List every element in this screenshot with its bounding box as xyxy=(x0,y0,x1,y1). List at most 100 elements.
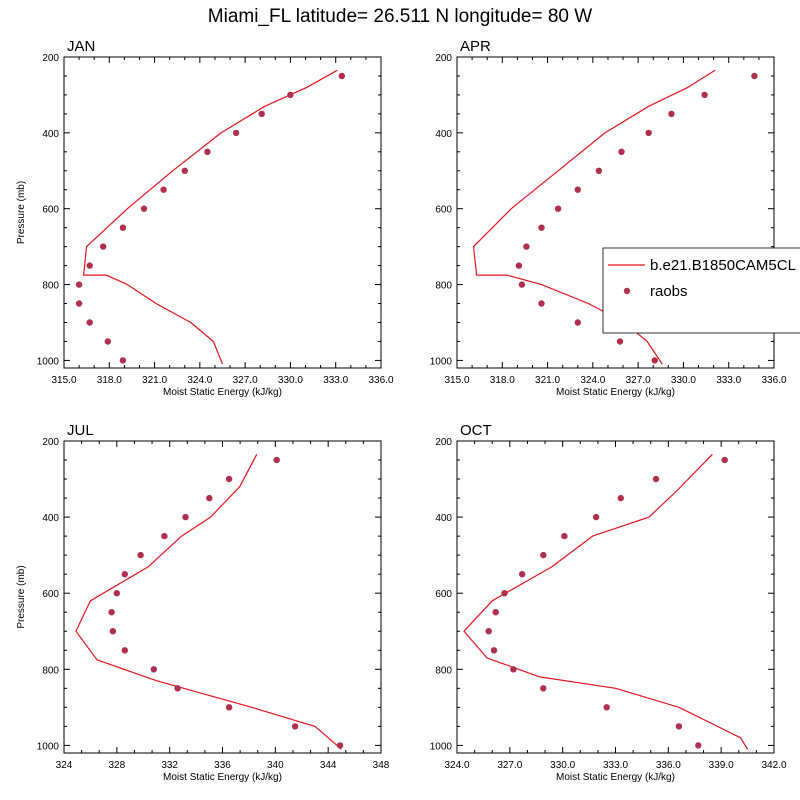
obs-point xyxy=(137,551,144,559)
obs-point xyxy=(140,205,148,212)
y-tick-label: 800 xyxy=(42,281,59,292)
x-tick-label: 339.0 xyxy=(709,760,734,771)
x-tick-label: 321.0 xyxy=(535,375,560,386)
obs-point xyxy=(701,91,708,99)
model-line xyxy=(463,453,749,750)
x-axis-title: Moist Static Energy (kJ/kg) xyxy=(556,772,675,783)
obs-point xyxy=(108,609,115,616)
obs-point xyxy=(645,129,652,137)
y-axis-title: Pressure (mb) xyxy=(16,565,27,628)
x-tick-label: 324 xyxy=(56,760,73,771)
y-tick-label: 600 xyxy=(435,205,452,216)
x-tick-label: 340 xyxy=(267,760,284,771)
x-tick-label: 336 xyxy=(214,760,231,771)
obs-point xyxy=(273,456,280,464)
obs-point xyxy=(616,338,624,345)
obs-point xyxy=(574,319,581,326)
x-tick-label: 348 xyxy=(373,760,390,771)
x-tick-label: 327.0 xyxy=(233,375,258,386)
y-tick-label: 800 xyxy=(42,665,59,676)
obs-point xyxy=(174,685,181,692)
plot-frame xyxy=(63,440,382,754)
y-tick-label: 400 xyxy=(435,129,452,140)
obs-point xyxy=(675,723,683,730)
figure-title: Miami_FL latitude= 26.511 N longitude= 8… xyxy=(208,6,593,27)
x-tick-label: 333.0 xyxy=(716,375,741,386)
y-tick-label: 200 xyxy=(42,437,59,448)
obs-point xyxy=(603,704,610,711)
legend-box xyxy=(602,247,800,334)
y-tick-label: 400 xyxy=(42,129,59,140)
x-tick-label: 333.0 xyxy=(603,760,628,771)
y-tick-label: 800 xyxy=(435,281,452,292)
legend: b.e21.B1850CAM5CL raobs xyxy=(602,247,800,334)
x-tick-label: 328 xyxy=(108,760,125,771)
y-tick-label: 200 xyxy=(42,53,59,64)
y-tick-label: 400 xyxy=(42,513,59,524)
obs-point xyxy=(75,281,83,288)
obs-point xyxy=(523,243,530,250)
x-tick-label: 327.0 xyxy=(626,375,651,386)
obs-point xyxy=(538,300,545,307)
obs-point xyxy=(695,742,702,749)
obs-point xyxy=(291,723,299,730)
obs-point xyxy=(204,148,211,155)
obs-point xyxy=(751,72,758,80)
legend-obs-label: raobs xyxy=(650,283,688,300)
x-tick-label: 336.0 xyxy=(656,760,681,771)
obs-point xyxy=(181,167,188,174)
x-tick-label: 330.0 xyxy=(671,375,696,386)
x-tick-label: 342.0 xyxy=(761,760,786,771)
x-tick-label: 318.0 xyxy=(97,375,122,386)
obs-point xyxy=(206,494,213,502)
panel-label: OCT xyxy=(460,422,492,439)
obs-point xyxy=(652,475,660,483)
y-tick-label: 200 xyxy=(435,437,452,448)
obs-point xyxy=(338,72,345,80)
model-line xyxy=(82,69,338,365)
plot-frame xyxy=(456,56,775,369)
plot-frame xyxy=(63,56,382,369)
y-tick-label: 1000 xyxy=(430,356,453,367)
x-tick-label: 315.0 xyxy=(444,375,469,386)
y-tick-label: 1000 xyxy=(430,741,453,752)
obs-point xyxy=(518,281,526,288)
x-tick-label: 330.0 xyxy=(278,375,303,386)
y-tick-label: 800 xyxy=(435,665,452,676)
x-tick-label: 336.0 xyxy=(761,375,786,386)
obs-point xyxy=(75,300,83,307)
obs-point xyxy=(86,262,93,269)
plot-frame xyxy=(456,440,775,754)
x-axis-title: Moist Static Energy (kJ/kg) xyxy=(556,387,675,398)
obs-point xyxy=(160,186,167,193)
obs-point xyxy=(109,628,117,635)
obs-point xyxy=(592,513,600,521)
obs-point xyxy=(287,91,294,99)
y-tick-label: 200 xyxy=(435,53,452,64)
x-tick-label: 324.0 xyxy=(444,760,469,771)
obs-point xyxy=(232,129,240,137)
x-tick-label: 324.0 xyxy=(187,375,212,386)
obs-point xyxy=(490,647,498,654)
obs-point xyxy=(651,357,658,364)
obs-point xyxy=(485,628,492,635)
x-tick-label: 321.0 xyxy=(142,375,167,386)
obs-point xyxy=(617,494,624,502)
obs-point xyxy=(538,224,545,231)
obs-point xyxy=(100,243,107,250)
obs-point xyxy=(86,319,93,326)
obs-point xyxy=(119,357,127,364)
obs-point xyxy=(540,685,547,692)
x-tick-label: 332 xyxy=(161,760,178,771)
panel-jan: JAN 315.0 318.0 321.0 324.0 327.0 330.0 333.0 33… xyxy=(16,38,394,398)
y-tick-label: 600 xyxy=(42,589,59,600)
y-tick-label: 600 xyxy=(435,589,452,600)
obs-point xyxy=(161,532,168,540)
obs-point xyxy=(554,205,562,212)
panel-label: JAN xyxy=(67,38,95,55)
y-tick-label: 1000 xyxy=(37,356,60,367)
obs-point xyxy=(574,186,581,193)
obs-point xyxy=(121,571,128,578)
obs-point xyxy=(595,167,603,174)
obs-point xyxy=(150,666,157,673)
